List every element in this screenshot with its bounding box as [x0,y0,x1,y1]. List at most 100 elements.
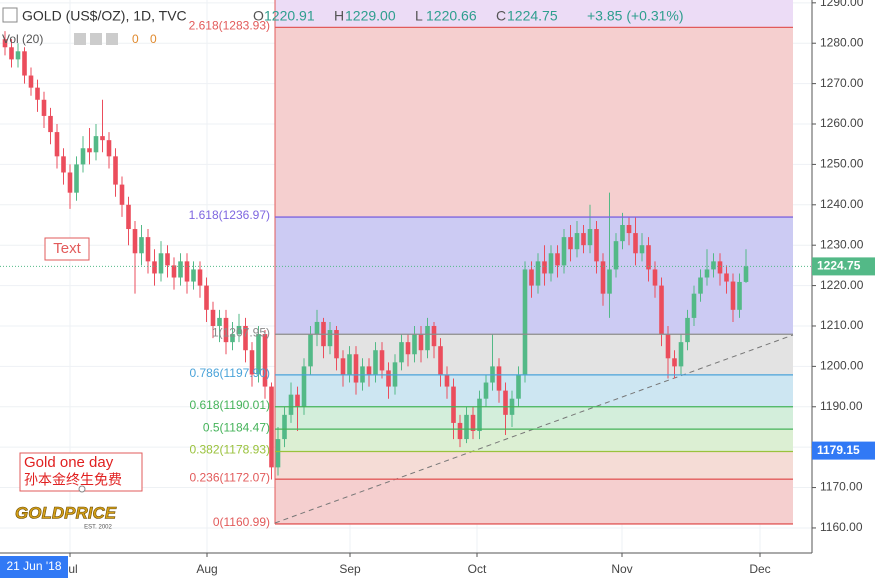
candle-body [61,156,66,173]
candle-body [67,172,73,193]
fib-zone [275,374,793,407]
y-tick-label: 1160.00 [820,520,863,534]
candle-body [678,342,684,367]
ohlc-label: H [334,8,344,24]
vol-button[interactable] [74,33,86,45]
fib-label: 0.236(1172.07) [189,470,270,484]
candle-body [470,414,476,432]
candle-body [587,229,593,246]
candle-body [607,269,612,294]
candle-body [217,317,222,326]
candle-body [132,229,138,254]
candle-body [386,370,391,387]
candle-body [184,261,190,282]
candle-body [685,317,690,343]
text-box[interactable] [44,237,90,261]
y-tick-label: 1290.00 [820,0,864,9]
crosshair-price-label: 1179.15 [817,443,860,457]
y-tick-label: 1190.00 [820,399,863,413]
vol-button[interactable] [90,33,102,45]
fib-label: 0.382(1178.93) [189,443,270,457]
symbol-icon[interactable] [2,7,18,23]
candle-body [9,47,14,60]
gold-box-line: 孙本金终生免费 [24,472,122,488]
volume-label: Vol (20) [2,32,43,46]
candle-body [626,224,632,234]
gold-box[interactable] [19,452,143,492]
candle-body [659,285,664,335]
fib-label: 2.618(1283.93) [189,19,270,33]
candle-body [340,358,346,375]
fib-zone [275,479,793,524]
fib-label: 0(1160.99) [213,515,270,529]
candle-body [308,334,313,367]
crosshair-date-label: 21 Jun '18 [6,559,61,573]
candle-body [113,156,118,185]
candle-body [93,136,99,153]
candle-body [379,350,385,371]
candle-body [158,253,164,274]
candle-body [516,374,521,399]
y-tick-label: 1210.00 [820,318,864,332]
y-tick-label: 1200.00 [820,359,864,373]
ohlc-value: 1220.91 [264,8,315,24]
candle-body [48,115,53,133]
candle-body [139,237,144,254]
ohlc-label: C [496,8,506,24]
candle-body [522,269,528,375]
candle-body [314,321,320,335]
candle-body [581,233,586,246]
candle-body [256,334,261,375]
last-price-badge [812,257,875,276]
change: +3.85 (+0.31%) [587,8,684,24]
candle-body [87,148,92,153]
candle-body [54,132,60,157]
candle-body [191,269,196,282]
candle-body [165,253,170,266]
candle-body [698,277,703,294]
y-tick-label: 1220.00 [820,278,864,292]
candle-body [477,398,482,432]
fib-zone [275,406,793,430]
candle-body [347,354,352,375]
time-axis [0,553,875,584]
fib-label: 1.618(1236.97) [189,208,270,222]
x-tick-label: Sep [339,562,361,576]
trend-line [274,334,794,524]
candle-body [106,140,112,157]
candle-body [399,342,404,363]
candle-body [178,261,183,278]
crosshair-date-badge [0,556,68,578]
candle-body [223,317,229,343]
fib-zone [275,217,793,335]
y-tick-label: 1250.00 [820,157,864,171]
candle-body [717,261,723,274]
candle-body [451,386,456,423]
candle-body [301,366,307,407]
ohlc-label: L [415,8,423,24]
fib-zone [275,0,793,28]
candle-body [691,293,697,318]
candle-body [262,334,268,387]
volume-value: 0 [150,32,157,46]
fib-label: 0.786(1197.90) [189,366,270,380]
ohlc-label: O [253,8,264,24]
candle-body [594,229,599,262]
handle [78,485,86,493]
candle-body [236,325,242,335]
candle-body [126,204,131,230]
vol-button[interactable] [106,33,118,45]
x-tick-label: Nov [611,562,632,576]
candle-body [243,325,248,351]
y-tick-label: 1170.00 [820,480,863,494]
candle-body [457,422,463,440]
candle-body [561,237,567,266]
y-tick-label: 1230.00 [820,237,864,251]
x-tick-label: Aug [196,562,217,576]
candle-body [633,233,638,254]
candle-body [568,237,573,250]
candle-body [35,87,40,100]
price-axis [812,0,875,553]
candle-body [100,136,105,141]
